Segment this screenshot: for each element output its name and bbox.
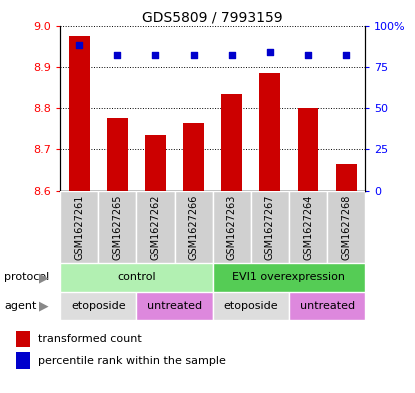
Bar — [327, 191, 365, 263]
Text: GSM1627261: GSM1627261 — [74, 194, 84, 260]
Text: untreated: untreated — [147, 301, 202, 311]
Point — [266, 49, 273, 55]
Text: untreated: untreated — [300, 301, 355, 311]
Point — [152, 52, 159, 59]
Text: GSM1627266: GSM1627266 — [189, 194, 199, 260]
Text: etoposide: etoposide — [224, 301, 278, 311]
Point — [190, 52, 197, 59]
Bar — [336, 164, 356, 191]
Title: GDS5809 / 7993159: GDS5809 / 7993159 — [142, 10, 283, 24]
Bar — [289, 191, 327, 263]
Bar — [60, 263, 212, 292]
Bar — [259, 73, 281, 191]
Bar — [107, 118, 128, 191]
Text: percentile rank within the sample: percentile rank within the sample — [38, 356, 226, 365]
Bar — [137, 191, 175, 263]
Bar — [212, 191, 251, 263]
Point — [305, 52, 311, 59]
Text: GSM1627263: GSM1627263 — [227, 194, 237, 260]
Text: ▶: ▶ — [39, 299, 49, 312]
Bar — [175, 191, 213, 263]
Point — [343, 52, 349, 59]
Text: transformed count: transformed count — [38, 334, 142, 344]
Text: protocol: protocol — [4, 272, 49, 283]
Bar — [69, 36, 90, 191]
Bar — [251, 191, 289, 263]
Bar — [16, 331, 30, 347]
Text: GSM1627267: GSM1627267 — [265, 194, 275, 260]
Text: ▶: ▶ — [39, 271, 49, 284]
Point — [76, 42, 83, 48]
Point — [114, 52, 121, 59]
Bar — [212, 292, 289, 320]
Point — [228, 52, 235, 59]
Text: agent: agent — [4, 301, 37, 311]
Bar — [221, 94, 242, 191]
Text: EVI1 overexpression: EVI1 overexpression — [232, 272, 345, 283]
Bar — [289, 292, 365, 320]
Bar — [60, 191, 98, 263]
Text: GSM1627265: GSM1627265 — [112, 194, 122, 260]
Text: control: control — [117, 272, 156, 283]
Bar — [212, 263, 365, 292]
Text: etoposide: etoposide — [71, 301, 126, 311]
Bar — [137, 292, 212, 320]
Bar — [183, 123, 204, 191]
Bar — [16, 353, 30, 369]
Text: GSM1627262: GSM1627262 — [151, 194, 161, 260]
Bar — [60, 292, 137, 320]
Bar — [145, 135, 166, 191]
Bar — [98, 191, 137, 263]
Text: GSM1627264: GSM1627264 — [303, 194, 313, 260]
Text: GSM1627268: GSM1627268 — [341, 194, 351, 260]
Bar — [298, 108, 318, 191]
